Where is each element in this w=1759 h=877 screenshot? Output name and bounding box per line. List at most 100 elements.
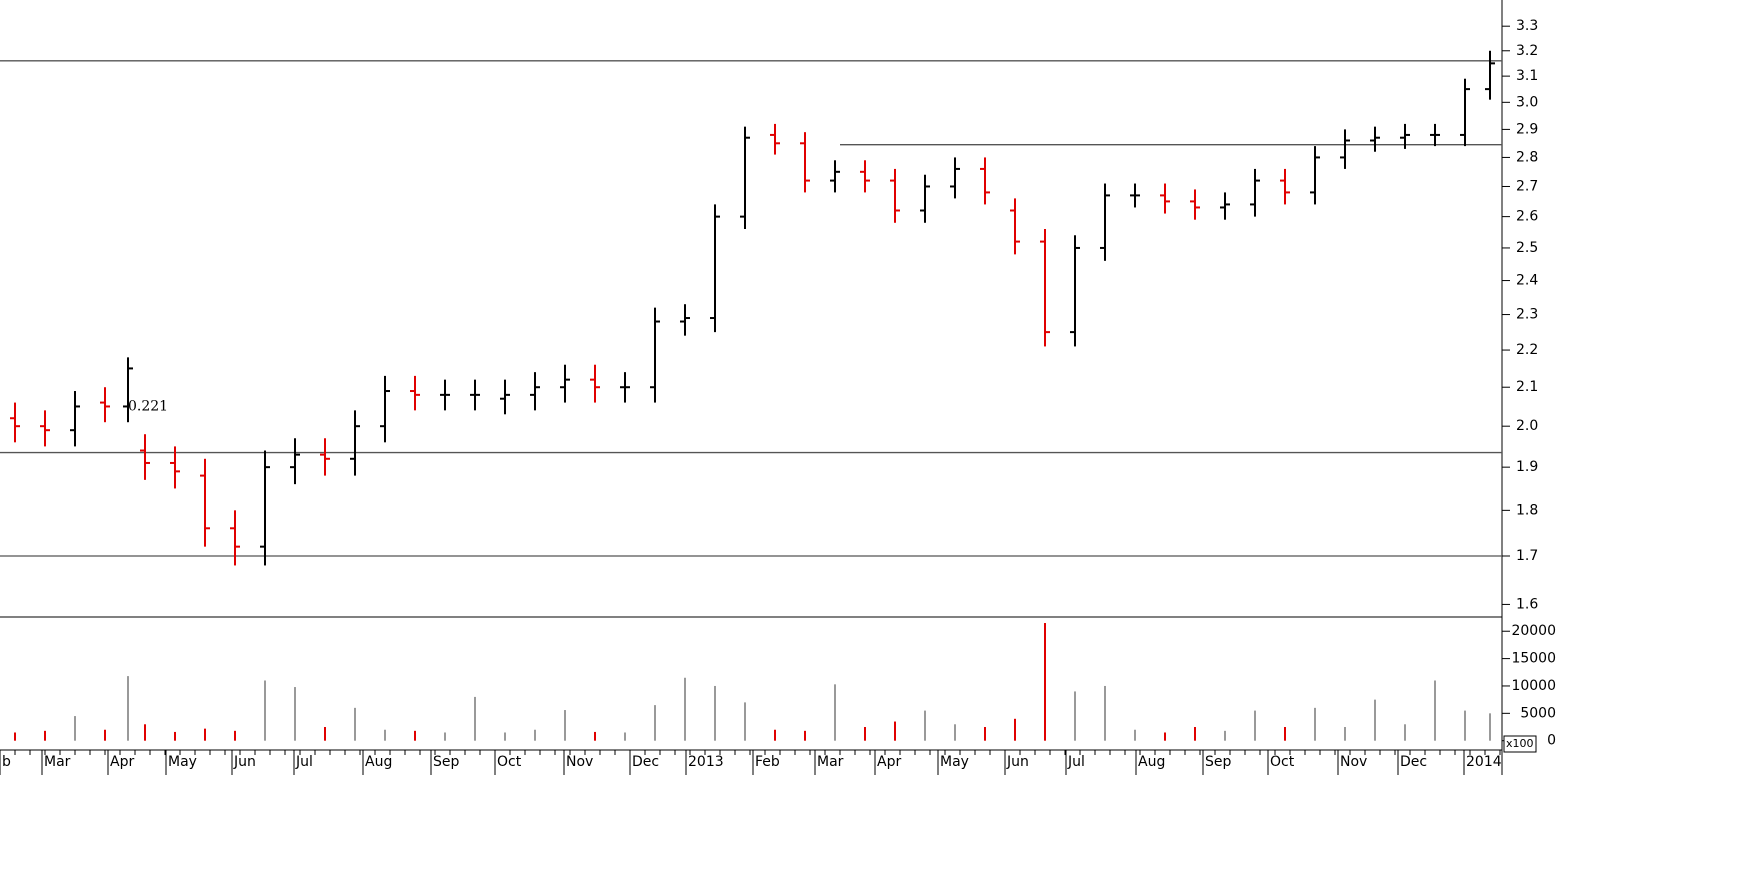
y-tick-label: 2.8 bbox=[1516, 149, 1538, 165]
volume-bar bbox=[654, 705, 656, 741]
volume-bar bbox=[204, 728, 206, 741]
y-tick-label: 2.3 bbox=[1516, 307, 1538, 323]
y-tick-label: 3.2 bbox=[1516, 43, 1538, 59]
volume-bar bbox=[564, 710, 566, 741]
x-tick-label: Apr bbox=[877, 754, 901, 770]
x-tick-label: Oct bbox=[1270, 754, 1295, 770]
x-tick-label: Sep bbox=[1205, 754, 1232, 770]
volume-bar bbox=[864, 727, 866, 741]
x-tick-label: 2014 bbox=[1466, 754, 1502, 770]
y-tick-label: 10000 bbox=[1511, 678, 1556, 694]
x-tick-label: Aug bbox=[365, 754, 392, 770]
volume-bar bbox=[354, 707, 356, 741]
x-tick-label: Mar bbox=[817, 754, 844, 770]
volume-bar bbox=[44, 730, 46, 741]
y-tick-label: 2.7 bbox=[1516, 178, 1538, 194]
x-tick-label: Dec bbox=[632, 754, 659, 770]
volume-bar bbox=[1044, 623, 1046, 741]
volume-bar bbox=[1134, 729, 1136, 741]
volume-bar bbox=[1434, 680, 1436, 741]
volume-bar bbox=[414, 730, 416, 741]
volume-bar bbox=[744, 702, 746, 741]
y-tick-label: 1.6 bbox=[1516, 596, 1538, 612]
volume-bar bbox=[774, 729, 776, 741]
volume-bar bbox=[1344, 727, 1346, 741]
volume-bar bbox=[1164, 732, 1166, 741]
volume-bar bbox=[234, 730, 236, 741]
x-tick-label: Jul bbox=[1067, 754, 1085, 770]
volume-bar bbox=[127, 676, 129, 741]
x-tick-label: 2013 bbox=[688, 754, 724, 770]
x-tick-label: Jun bbox=[1006, 754, 1029, 770]
volume-bar bbox=[804, 730, 806, 741]
y-tick-label: 3.3 bbox=[1516, 18, 1538, 34]
unit-label: x100 bbox=[1506, 737, 1534, 750]
x-tick-label: May bbox=[168, 754, 197, 770]
y-tick-label: 1.7 bbox=[1516, 548, 1538, 564]
x-tick-label: Dec bbox=[1400, 754, 1427, 770]
y-tick-label: 2.1 bbox=[1516, 379, 1538, 395]
volume-bar bbox=[954, 724, 956, 741]
y-tick-label: 2.0 bbox=[1516, 418, 1538, 434]
x-tick-label: Sep bbox=[433, 754, 460, 770]
y-tick-label: 20000 bbox=[1511, 623, 1556, 639]
volume-bar bbox=[1404, 724, 1406, 741]
y-tick-label: 0 bbox=[1547, 733, 1556, 749]
x-tick-label: Oct bbox=[497, 754, 522, 770]
y-tick-label: 5000 bbox=[1520, 705, 1556, 721]
volume-bar bbox=[834, 684, 836, 741]
y-tick-label: 3.1 bbox=[1516, 68, 1538, 84]
volume-bar bbox=[74, 716, 76, 741]
volume-bar bbox=[14, 732, 16, 741]
x-tick-label: b bbox=[2, 754, 11, 770]
annotation: 0.221 bbox=[128, 398, 168, 414]
volume-bar bbox=[984, 727, 986, 741]
x-tick-label: Apr bbox=[110, 754, 134, 770]
volume-bar bbox=[534, 729, 536, 741]
volume-bar bbox=[684, 677, 686, 741]
volume-bar bbox=[504, 732, 506, 741]
volume-bar bbox=[624, 732, 626, 741]
y-tick-label: 2.2 bbox=[1516, 342, 1538, 358]
volume-bar bbox=[294, 687, 296, 741]
volume-bar bbox=[1194, 727, 1196, 741]
volume-bar bbox=[144, 724, 146, 741]
x-tick-label: Feb bbox=[755, 754, 780, 770]
y-tick-label: 3.0 bbox=[1516, 94, 1538, 110]
volume-bar bbox=[1314, 707, 1316, 741]
volume-bar bbox=[1014, 718, 1016, 741]
volume-bar bbox=[444, 732, 446, 741]
x-tick-label: Jun bbox=[233, 754, 256, 770]
x-tick-label: May bbox=[940, 754, 969, 770]
y-tick-label: 2.6 bbox=[1516, 209, 1538, 225]
y-tick-label: 2.4 bbox=[1516, 273, 1538, 289]
volume-bar bbox=[1224, 730, 1226, 741]
x-tick-label: Nov bbox=[566, 754, 593, 770]
x-tick-label: Jul bbox=[295, 754, 313, 770]
volume-bar bbox=[324, 727, 326, 741]
volume-bar bbox=[1284, 727, 1286, 741]
y-tick-label: 1.9 bbox=[1516, 459, 1538, 475]
volume-bar bbox=[104, 729, 106, 741]
volume-bar bbox=[384, 729, 386, 741]
volume-bar bbox=[714, 685, 716, 741]
volume-bar bbox=[1489, 713, 1491, 741]
x-tick-label: Mar bbox=[44, 754, 71, 770]
unit-box bbox=[1503, 735, 1537, 753]
volume-bar bbox=[594, 731, 596, 741]
volume-bar bbox=[1254, 710, 1256, 741]
volume-bar bbox=[924, 710, 926, 741]
volume-bar bbox=[264, 680, 266, 741]
y-tick-label: 2.5 bbox=[1516, 240, 1538, 256]
volume-bar bbox=[174, 731, 176, 741]
x-tick-label: Nov bbox=[1340, 754, 1367, 770]
volume-bar bbox=[474, 696, 476, 741]
volume-bar bbox=[1074, 691, 1076, 741]
volume-bar bbox=[1104, 685, 1106, 741]
volume-bar bbox=[1374, 699, 1376, 741]
y-tick-label: 15000 bbox=[1511, 651, 1556, 667]
volume-bar bbox=[894, 721, 896, 741]
y-tick-label: 1.8 bbox=[1516, 502, 1538, 518]
